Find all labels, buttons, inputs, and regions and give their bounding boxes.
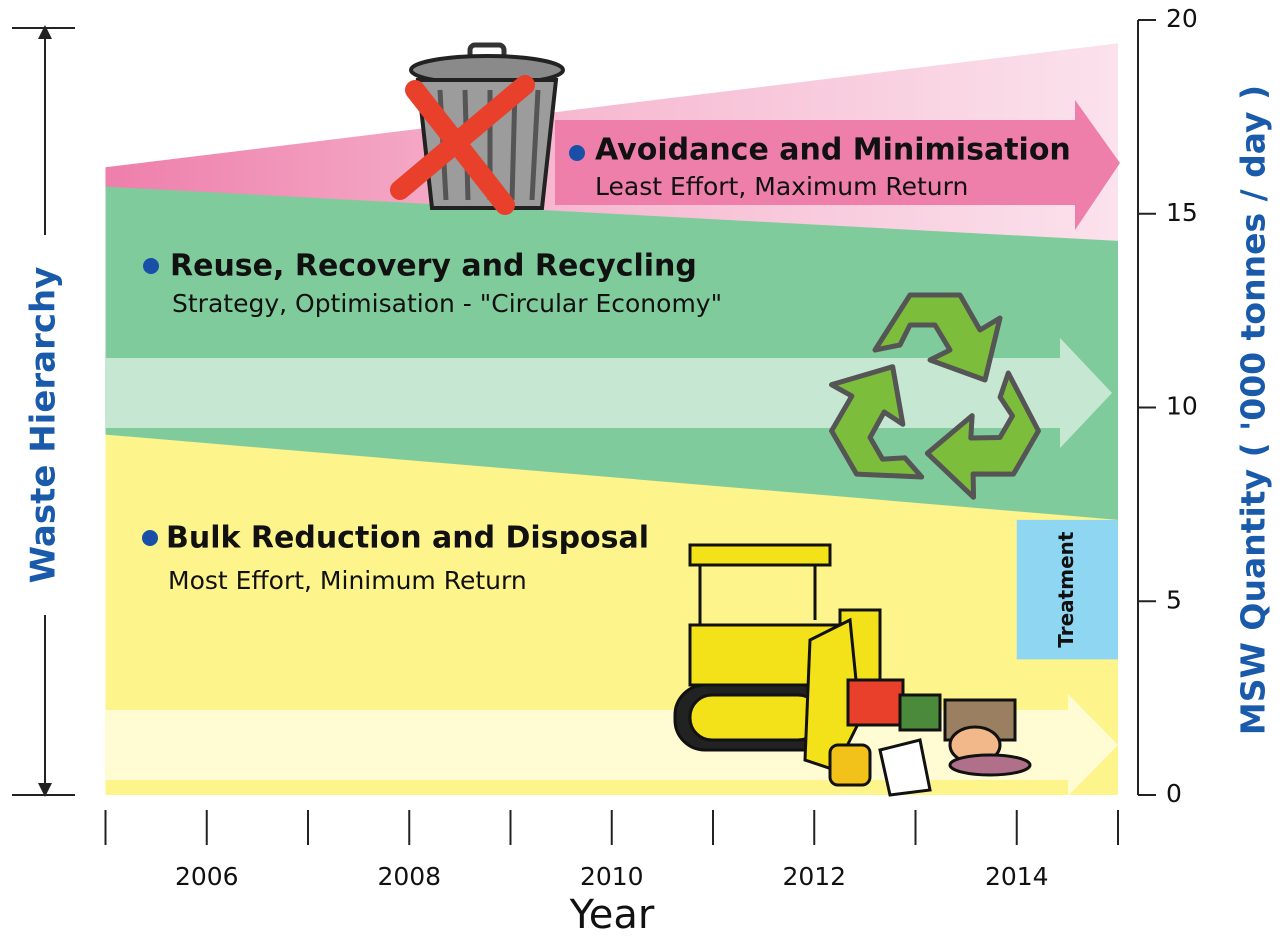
band-title: Bulk Reduction and Disposal <box>166 521 649 556</box>
x-axis-title: Year <box>569 892 655 938</box>
treatment-label: Treatment <box>1054 531 1078 648</box>
chart: Avoidance and Minimisation Least Effort,… <box>0 0 1288 941</box>
bullet <box>143 258 159 274</box>
y-tick-label: 0 <box>1166 779 1182 808</box>
x-tick-label: 2012 <box>782 862 846 891</box>
bullet <box>142 530 158 546</box>
band-description: Strategy, Optimisation - "Circular Econo… <box>172 289 722 318</box>
band-title: Reuse, Recovery and Recycling <box>170 249 697 284</box>
y-tick-label: 15 <box>1166 198 1198 227</box>
x-tick-label: 2014 <box>985 862 1049 891</box>
bullet <box>569 145 585 161</box>
hierarchy-label: Waste Hierarchy <box>24 267 64 584</box>
y-tick-label: 10 <box>1166 392 1198 421</box>
x-tick-label: 2010 <box>580 862 644 891</box>
y-tick-label: 20 <box>1166 4 1198 33</box>
band-description: Least Effort, Maximum Return <box>595 172 968 201</box>
band-description: Most Effort, Minimum Return <box>168 566 527 595</box>
y-axis-title: MSW Quantity ( '000 tonnes / day ) <box>1234 85 1273 735</box>
y-tick-label: 5 <box>1166 585 1182 614</box>
x-tick-label: 2006 <box>175 862 239 891</box>
x-tick-label: 2008 <box>377 862 441 891</box>
band-title: Avoidance and Minimisation <box>595 133 1071 168</box>
